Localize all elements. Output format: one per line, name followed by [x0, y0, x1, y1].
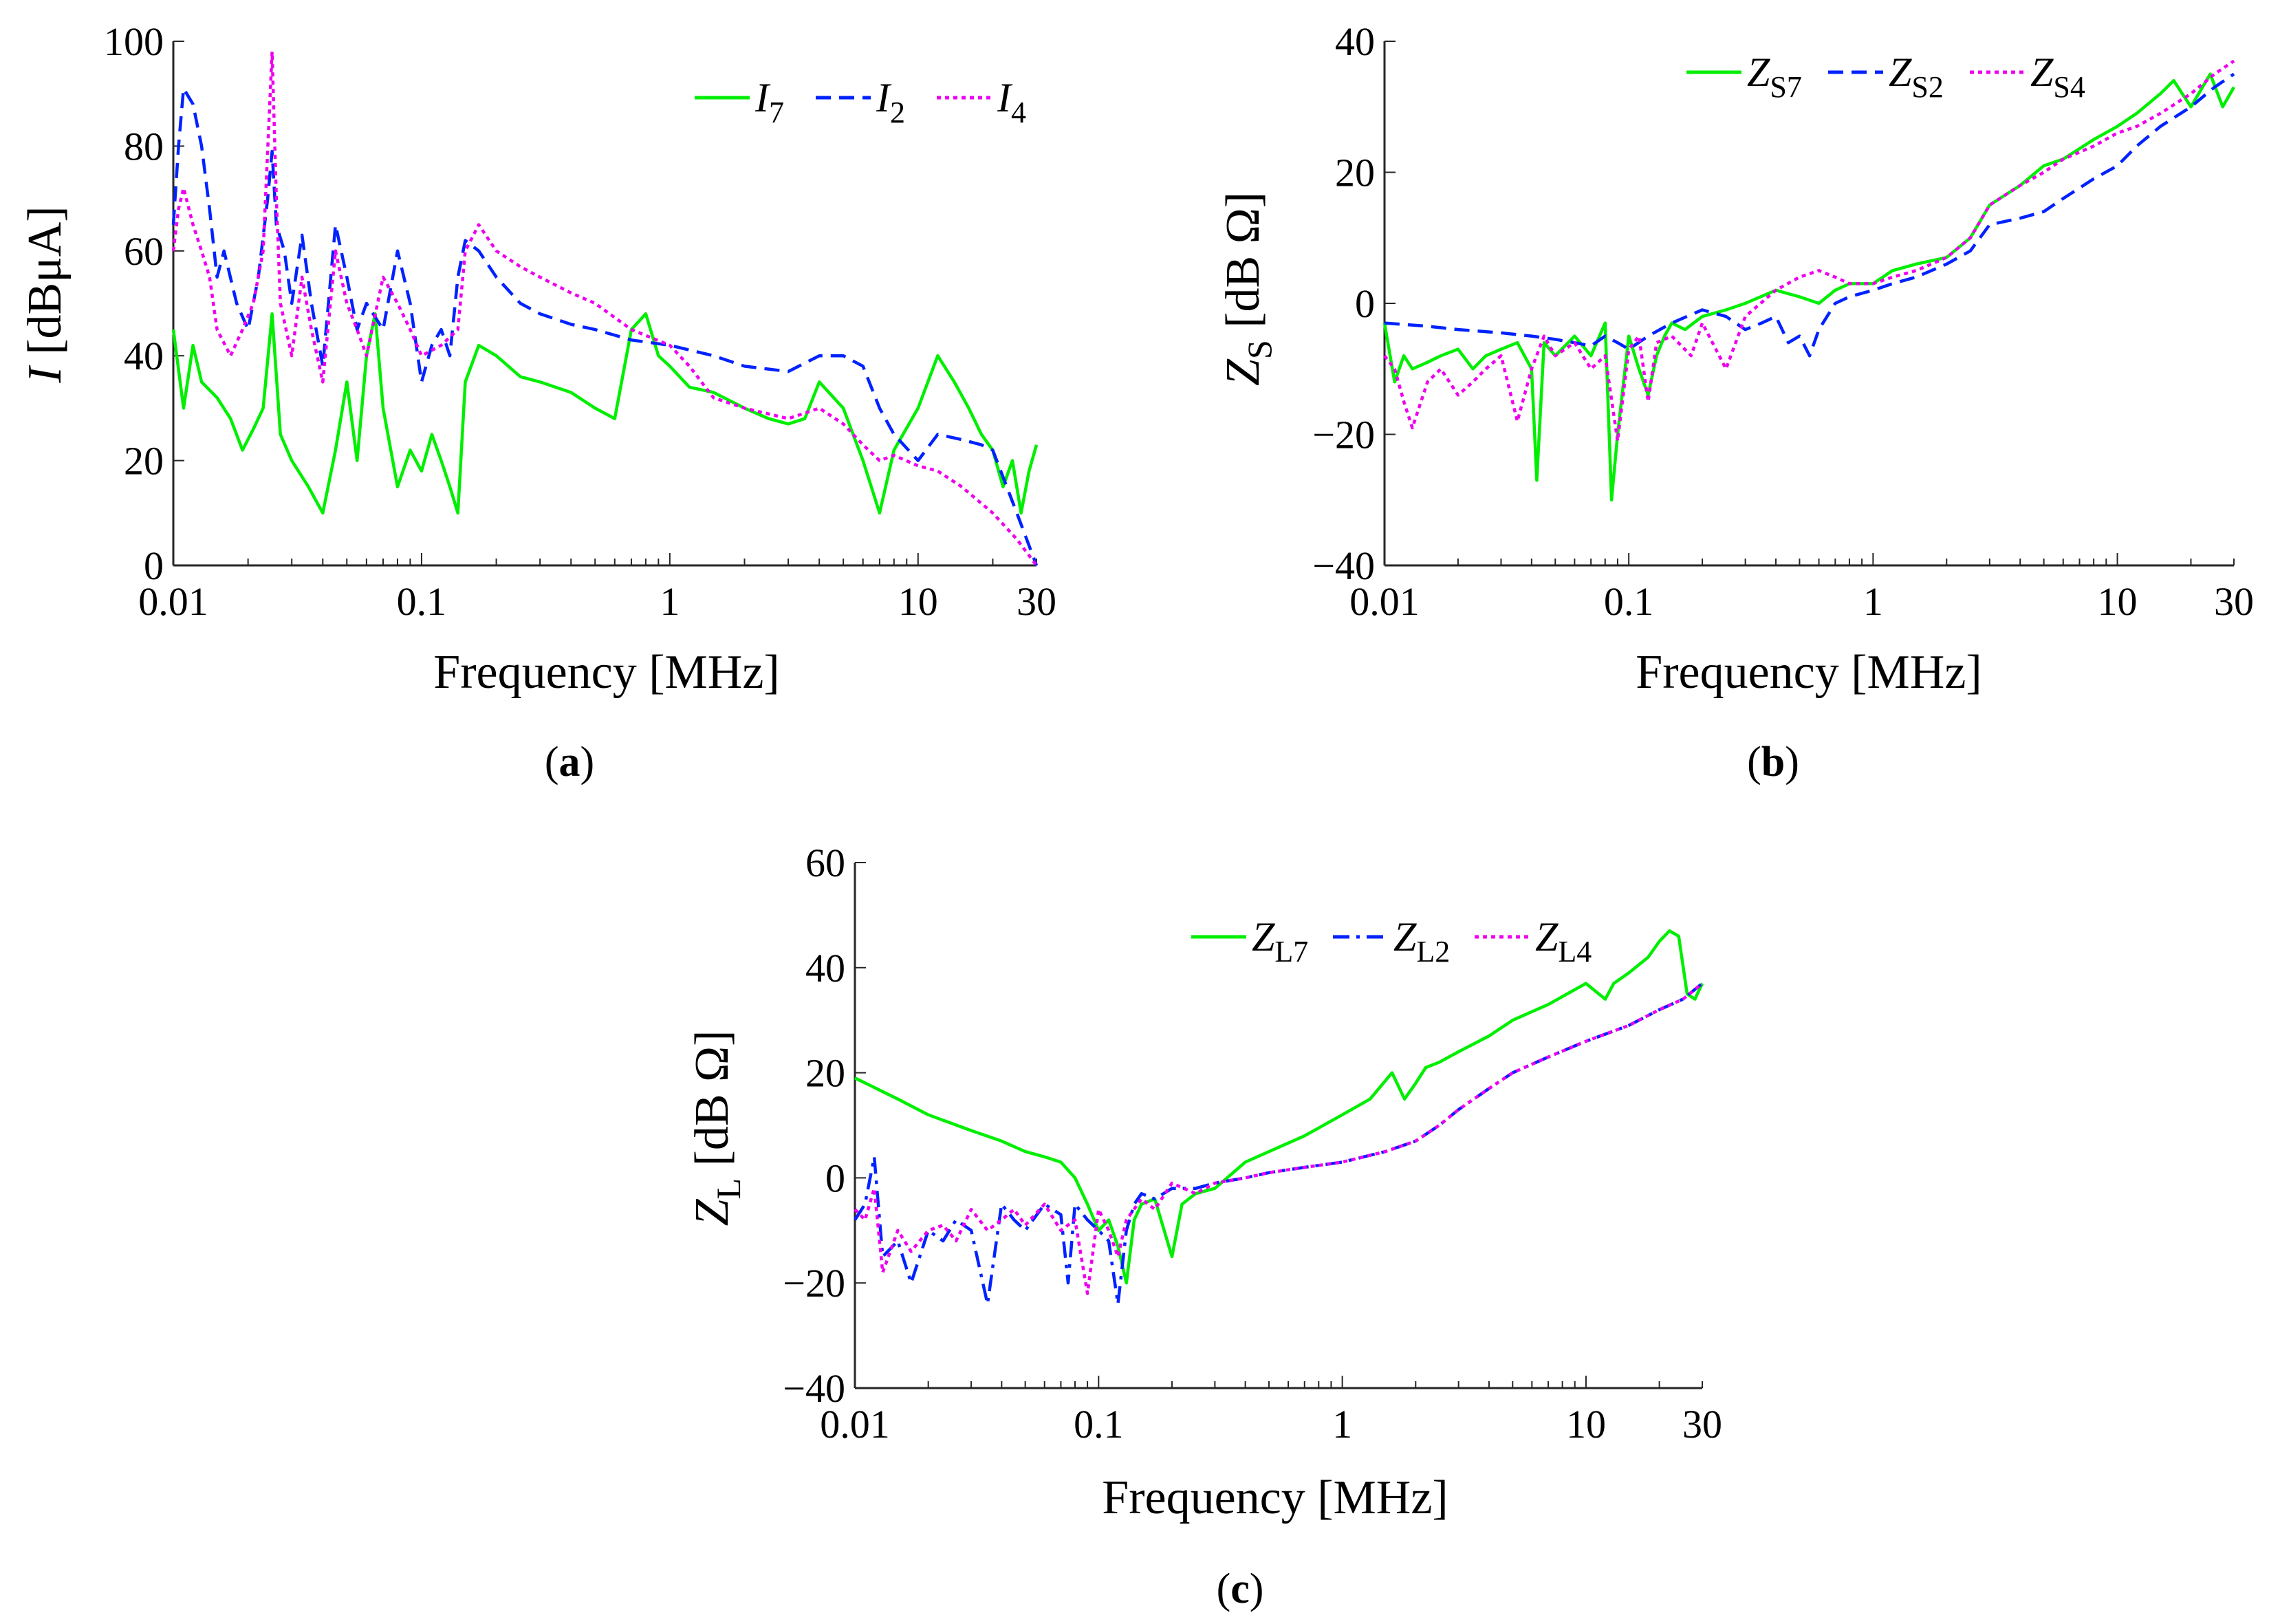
series-line-S4	[1383, 59, 2235, 443]
series-line-L7	[854, 929, 1704, 1285]
panel-c-xlabel: Frequency [MHz]	[1102, 1471, 1448, 1524]
panel-a-xlabel: Frequency [MHz]	[433, 646, 779, 699]
series-line-4	[171, 50, 1038, 567]
y-tick-label: −20	[1312, 413, 1375, 457]
y-tick-label: 20	[805, 1051, 845, 1096]
series-line-L4	[854, 982, 1704, 1295]
panel-a-caption: (a)	[545, 739, 594, 786]
x-tick-label: 0.01	[820, 1402, 890, 1447]
panel-c-ylabel: ZL [dB Ω]	[686, 1030, 748, 1226]
y-tick-label: −20	[783, 1261, 845, 1306]
panel-b-plot-area: 0.01 0.1 1 10 30 −40 −20 0 20 40 ZS7 ZS2 ZS4	[1312, 19, 2254, 624]
y-tick-label: 20	[1335, 151, 1375, 195]
legend-entry: ZL4	[1535, 914, 1592, 968]
y-tick-label: 20	[124, 439, 164, 484]
x-tick-label: 30	[1682, 1402, 1722, 1447]
y-tick-label: 0	[1355, 281, 1375, 326]
x-tick-label: 30	[1017, 579, 1056, 624]
panel-b-caption: (b)	[1747, 739, 1799, 786]
series-line-7	[171, 312, 1039, 515]
panel-a-chart: 0.01 0.1 1 10 30 0 20 40 60 80 100 I7 I2 I4 Frequency…	[19, 19, 1056, 786]
x-tick-label: 10	[2098, 579, 2138, 624]
y-tick-label: 40	[124, 334, 164, 378]
x-tick-label: 0.1	[397, 579, 447, 624]
y-tick-label: 40	[805, 946, 845, 990]
series-line-L2	[854, 982, 1704, 1306]
x-tick-label: 1	[660, 579, 680, 624]
x-tick-label: 0.1	[1074, 1402, 1124, 1447]
y-tick-label: 60	[124, 229, 164, 274]
legend-entry: I4	[997, 75, 1026, 129]
x-tick-label: 1	[1332, 1402, 1352, 1447]
legend-entry: I7	[754, 75, 784, 129]
legend-entry: ZS4	[2030, 50, 2085, 104]
legend-entry: ZL2	[1393, 914, 1450, 968]
panel-b-ylabel: ZS [dB Ω]	[1217, 192, 1279, 386]
y-tick-label: 0	[144, 543, 164, 588]
x-tick-label: 1	[1863, 579, 1883, 624]
panel-c-caption: (c)	[1217, 1566, 1264, 1612]
y-tick-label: 40	[1335, 19, 1375, 64]
panel-c-plot-area: 0.01 0.1 1 10 30 −40 −20 0 20 40 60 ZL7 ZL2 ZL4	[783, 841, 1722, 1447]
x-tick-label: 10	[898, 579, 938, 624]
series-line-S7	[1382, 72, 2235, 502]
panel-a-plot-area: 0.01 0.1 1 10 30 0 20 40 60 80 100 I7 I2 I4	[104, 19, 1056, 624]
y-tick-label: 0	[825, 1156, 845, 1200]
series-line-2	[171, 87, 1039, 566]
panel-a-ylabel: I [dBμA]	[19, 206, 72, 383]
legend-entry: I2	[876, 75, 905, 129]
y-tick-label: −40	[783, 1366, 845, 1411]
legend-entry: ZS2	[1889, 50, 1944, 104]
x-tick-label: 0.1	[1604, 579, 1654, 624]
x-tick-label: 10	[1566, 1402, 1606, 1447]
x-tick-label: 30	[2214, 579, 2254, 624]
y-tick-label: 100	[104, 19, 164, 64]
legend-entry: ZS7	[1747, 50, 1802, 104]
y-tick-label: −40	[1312, 543, 1375, 588]
panel-b-xlabel: Frequency [MHz]	[1636, 646, 1982, 699]
y-tick-label: 80	[124, 124, 164, 169]
x-tick-label: 0.01	[138, 579, 208, 624]
legend-entry: ZL7	[1252, 914, 1308, 968]
panel-c-chart: 0.01 0.1 1 10 30 −40 −20 0 20 40 60 ZL7 ZL2 ZL4 Frequ…	[686, 841, 1722, 1612]
y-tick-label: 60	[805, 841, 845, 885]
x-tick-label: 0.01	[1349, 579, 1420, 624]
panel-b-chart: 0.01 0.1 1 10 30 −40 −20 0 20 40 ZS7 ZS2 ZS4 Frequen…	[1217, 19, 2254, 786]
series-line-S2	[1384, 72, 2235, 358]
